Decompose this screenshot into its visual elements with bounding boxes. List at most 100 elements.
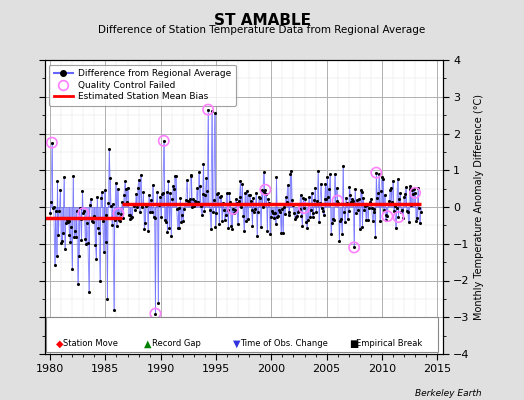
Point [234, 221, 242, 227]
Point [296, 206, 304, 213]
Point [348, 196, 356, 202]
Point [266, 230, 274, 237]
Point [125, 212, 134, 218]
Point [80, 208, 89, 215]
Point [103, 296, 112, 302]
Point [217, 193, 225, 200]
Point [253, 233, 261, 239]
Point [229, 206, 237, 212]
Point [299, 195, 308, 201]
Text: Berkeley Earth: Berkeley Earth [416, 389, 482, 398]
Point [280, 203, 288, 210]
Point [335, 238, 344, 244]
Point [127, 215, 136, 222]
Point [233, 200, 241, 206]
Point [132, 191, 140, 198]
Point [159, 138, 168, 144]
Point [269, 210, 277, 216]
Point [174, 205, 183, 211]
Point [89, 218, 97, 225]
Point [134, 184, 142, 191]
Point [390, 207, 398, 214]
Point [252, 190, 260, 196]
Point [270, 210, 279, 216]
Point [123, 198, 131, 205]
Point [154, 299, 162, 306]
Point [192, 199, 200, 205]
Point [194, 199, 202, 206]
Point [390, 203, 399, 210]
Point [60, 174, 68, 181]
Point [262, 191, 270, 198]
Point [344, 208, 353, 215]
Point [50, 204, 58, 210]
Point [99, 218, 107, 224]
Point [245, 192, 253, 198]
Point [405, 219, 413, 225]
Point [293, 209, 302, 215]
Point [386, 186, 395, 193]
Point [85, 288, 93, 295]
Point [251, 206, 259, 212]
Point [210, 110, 219, 116]
Point [54, 232, 62, 238]
Point [151, 310, 160, 317]
Point [149, 214, 158, 220]
Point [407, 202, 416, 208]
Point [176, 195, 184, 202]
Point [208, 108, 216, 115]
Point [222, 190, 231, 196]
Point [392, 205, 401, 211]
Point [136, 172, 145, 178]
Point [414, 205, 423, 212]
Point [311, 185, 320, 191]
Point [124, 212, 133, 218]
Point [146, 209, 154, 215]
Point [330, 217, 338, 224]
Point [305, 214, 314, 220]
Point [63, 219, 72, 225]
Point [92, 256, 101, 262]
Point [159, 190, 167, 196]
Point [320, 196, 329, 202]
Point [183, 177, 191, 183]
Point [294, 208, 303, 214]
Point [104, 200, 113, 206]
Point [211, 224, 220, 230]
Point [204, 106, 212, 113]
Point [66, 232, 74, 238]
Point [114, 210, 123, 217]
Point [113, 223, 121, 230]
Point [326, 171, 334, 177]
Point [408, 187, 417, 194]
Point [75, 205, 84, 212]
Point [223, 207, 232, 213]
Point [328, 220, 336, 226]
Point [133, 204, 141, 210]
Point [206, 226, 215, 232]
Point [198, 211, 206, 218]
Point [316, 200, 324, 206]
Text: Empirical Break: Empirical Break [356, 339, 423, 348]
Point [254, 208, 262, 215]
Point [292, 213, 301, 220]
Point [210, 196, 218, 203]
Point [120, 192, 128, 198]
Point [240, 228, 248, 234]
Point [191, 197, 199, 204]
Point [196, 203, 205, 209]
Point [343, 200, 351, 206]
Point [106, 175, 114, 181]
Point [187, 172, 195, 179]
Point [51, 208, 60, 215]
Point [395, 196, 403, 202]
Point [307, 207, 315, 214]
Point [402, 184, 410, 190]
Point [367, 205, 376, 212]
Bar [46, 317, 439, 352]
Point [183, 198, 192, 204]
Point [351, 186, 359, 192]
Point [206, 207, 214, 214]
Point [230, 210, 238, 216]
Point [385, 197, 394, 204]
